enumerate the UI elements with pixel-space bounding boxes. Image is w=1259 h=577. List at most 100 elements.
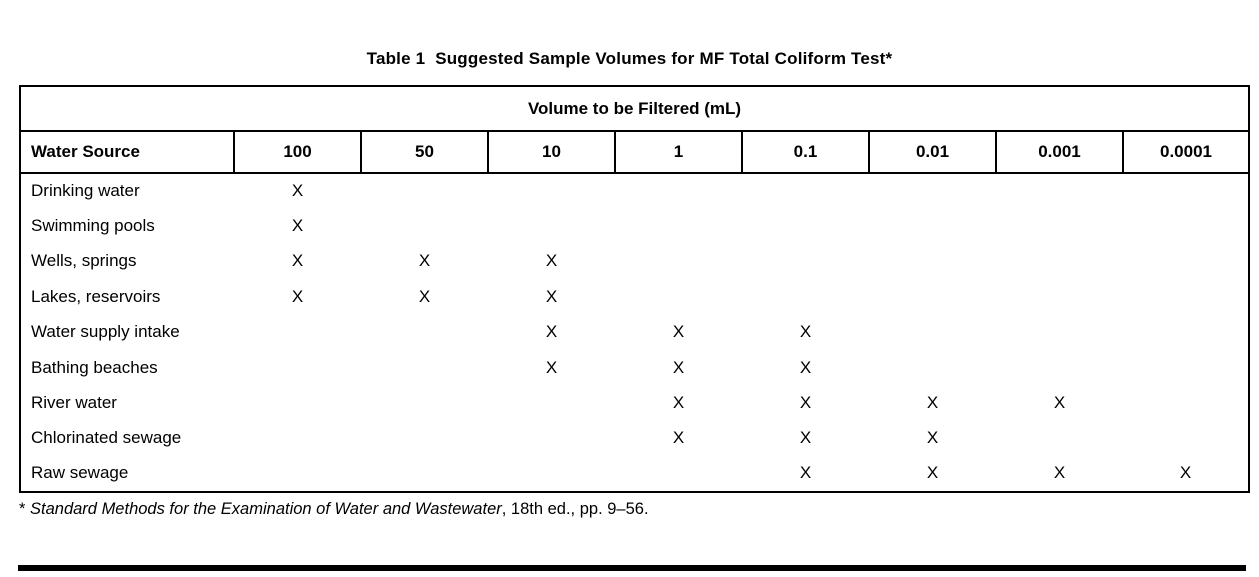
mark-cell-x: X [672,357,685,377]
mark-cell-empty [615,279,742,314]
mark-cell-x: X [418,286,431,306]
mark-cell-x: X [799,463,812,483]
mark-cell-empty [869,208,996,243]
mark-cell-empty [615,208,742,243]
mark-cell-empty [869,279,996,314]
mark-cell-empty [488,385,615,420]
column-header-row: Water Source 100 50 10 1 0.1 0.01 0.001 … [20,131,1250,174]
mark-cell-x: X [672,322,685,342]
mark-cell-empty [742,279,869,314]
mark-cell-empty [488,173,615,208]
table-row: Wells, springs X X X [20,244,1249,279]
mark-cell-x: X [545,357,558,377]
mark-cell-empty [234,456,361,491]
water-source-label: Lakes, reservoirs [31,286,161,306]
column-header-volume-0.001: 0.001 [995,131,1123,174]
water-source-label: Swimming pools [31,216,155,236]
water-source-label: Raw sewage [31,463,129,483]
mark-cell-x: X [291,286,304,306]
span-header-row: Volume to be Filtered (mL) [20,86,1250,132]
water-source-label: Bathing beaches [31,357,158,377]
mark-cell-x: X [1179,463,1192,483]
water-source-label: Drinking water [31,181,140,201]
mark-cell-empty [361,456,488,491]
mark-cell-empty [234,421,361,456]
mark-cell-empty [488,421,615,456]
mark-cell-empty [996,421,1123,456]
mark-cell-empty [234,315,361,350]
mark-cell-empty [1123,315,1249,350]
mark-cell-empty [996,173,1123,208]
mark-cell-x: X [1053,463,1066,483]
table-title: Table 1 Suggested Sample Volumes for MF … [366,49,893,68]
mark-cell-empty [1123,208,1249,243]
mark-cell-empty [361,421,488,456]
mark-cell-empty [1123,421,1249,456]
mark-cell-empty [1123,173,1249,208]
column-header-volume-10: 10 [487,131,615,174]
mark-cell-x: X [672,393,685,413]
mark-cell-empty [742,244,869,279]
mark-cell-empty [869,173,996,208]
table-row: Raw sewage X X X X [20,456,1249,491]
mark-cell-x: X [799,393,812,413]
footnote-citation-detail: , 18th ed., pp. 9–56. [501,500,649,518]
mark-cell-empty [361,350,488,385]
mark-cell-empty [361,385,488,420]
mark-cell-empty [615,173,742,208]
table-row: River water X X X X [20,385,1249,420]
mark-cell-empty [488,456,615,491]
column-header-volume-1: 1 [614,131,742,174]
span-header: Volume to be Filtered (mL) [20,86,1250,132]
water-source-label: Wells, springs [31,251,137,271]
mark-cell-empty [361,208,488,243]
table-row: Drinking water X [20,173,1249,208]
table-row: Swimming pools X [20,208,1249,243]
table-body: Drinking water X Swimming pools X Wells, spr… [20,173,1249,492]
mark-cell-empty [742,173,869,208]
mark-cell-x: X [799,428,812,448]
mark-cell-empty [615,244,742,279]
mark-cell-empty [615,456,742,491]
mark-cell-empty [869,350,996,385]
mark-cell-x: X [926,393,939,413]
mark-cell-x: X [291,251,304,271]
mark-cell-x: X [545,322,558,342]
water-source-label: Water supply intake [31,322,180,342]
mark-cell-x: X [799,357,812,377]
mark-cell-empty [996,279,1123,314]
mark-cell-empty [361,173,488,208]
footnote: * Standard Methods for the Examination o… [19,500,649,519]
mark-cell-empty [1123,244,1249,279]
table-row: Bathing beaches X X X [20,350,1249,385]
footnote-asterisk: * [19,500,26,518]
mark-cell-x: X [926,428,939,448]
footnote-citation-title: Standard Methods for the Examination of … [30,500,502,518]
mark-cell-x: X [545,251,558,271]
table-row: Lakes, reservoirs X X X [20,279,1249,314]
table-row: Water supply intake X X X [20,315,1249,350]
column-header-volume-100: 100 [233,131,361,174]
mark-cell-empty [1123,350,1249,385]
mark-cell-empty [1123,279,1249,314]
mark-cell-empty [996,350,1123,385]
column-header-volume-50: 50 [360,131,488,174]
water-source-label: River water [31,393,117,413]
mark-cell-x: X [291,181,304,201]
mark-cell-x: X [545,286,558,306]
mark-cell-empty [488,208,615,243]
mark-cell-empty [869,315,996,350]
column-header-water-source: Water Source [20,131,234,174]
mark-cell-x: X [799,322,812,342]
mark-cell-empty [361,315,488,350]
mark-cell-x: X [1053,393,1066,413]
sample-volumes-table: Volume to be Filtered (mL) Water Source … [19,85,1251,493]
mark-cell-x: X [926,463,939,483]
mark-cell-empty [234,385,361,420]
mark-cell-x: X [672,428,685,448]
mark-cell-empty [742,208,869,243]
water-source-label: Chlorinated sewage [31,428,182,448]
mark-cell-empty [996,208,1123,243]
mark-cell-empty [1123,385,1249,420]
